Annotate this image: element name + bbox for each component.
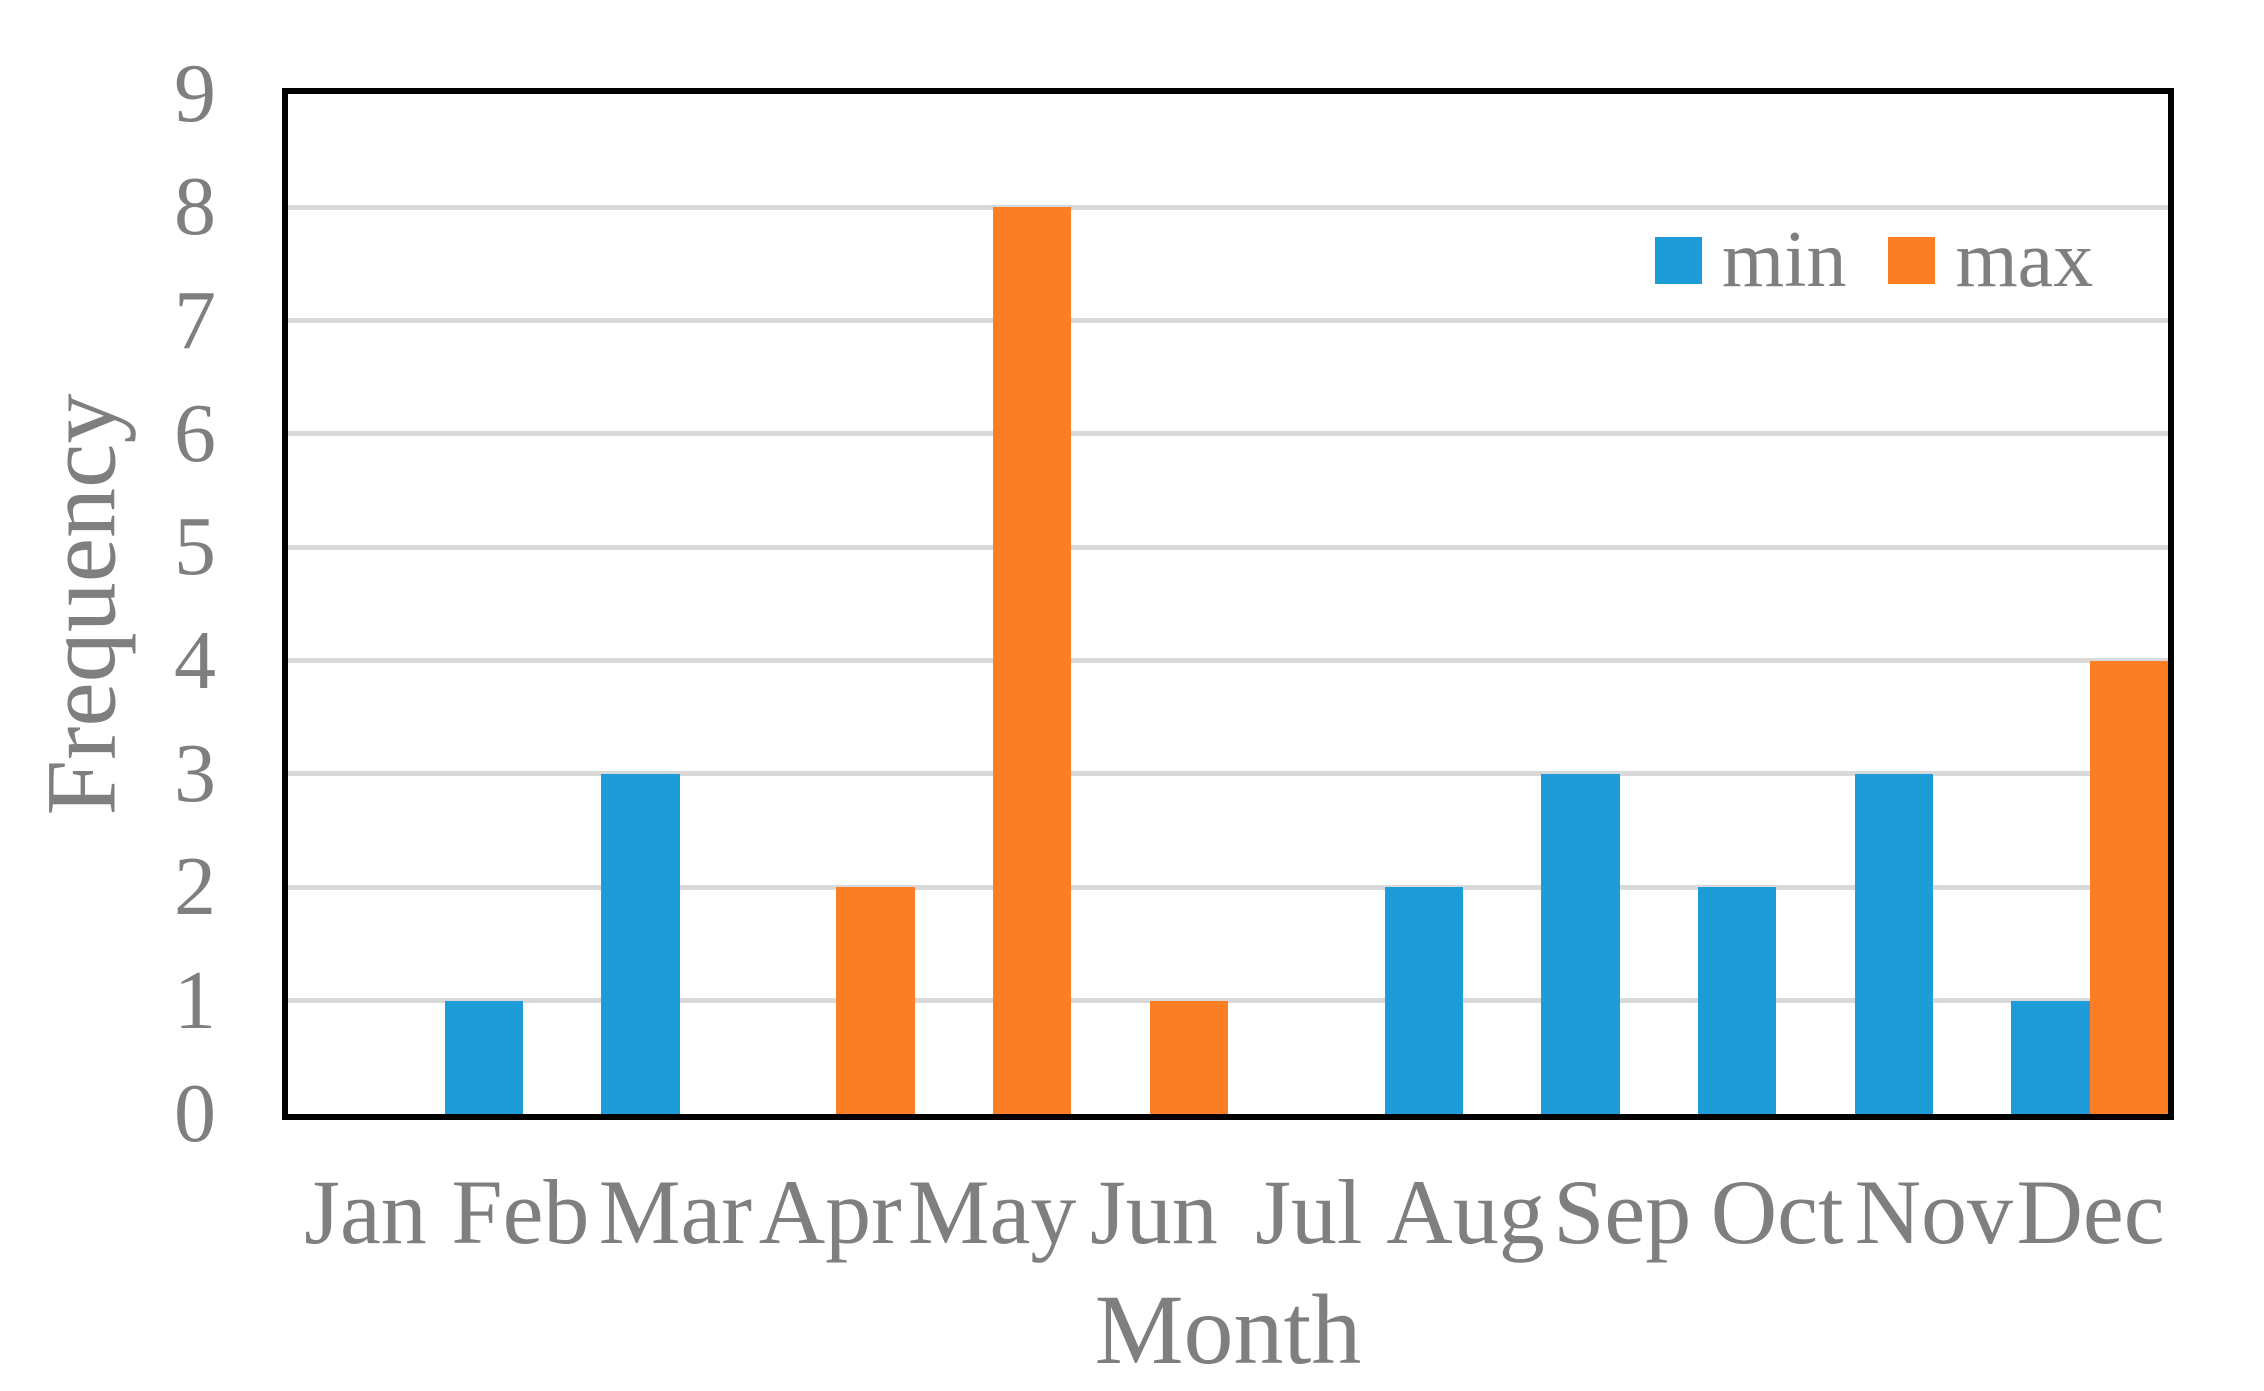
legend-swatch-max-icon <box>1888 236 1936 284</box>
bar-min-Feb <box>444 1000 523 1114</box>
bar-max-May <box>993 207 1072 1114</box>
x-axis-title: Month <box>1094 1274 1362 1385</box>
bar-min-Nov <box>1854 774 1933 1114</box>
x-axis-tick-labels: Jan Feb Mar Apr May Jun Jul Aug Sep Oct Nov Dec <box>288 1135 2168 1266</box>
x-tick-label: Jun <box>1089 1161 1218 1263</box>
bar-min-Aug <box>1384 887 1463 1114</box>
gridline <box>288 884 2168 890</box>
y-tick-label: 6 <box>174 387 216 480</box>
legend-item-max: max <box>1888 220 2093 300</box>
x-tick-label: Mar <box>598 1161 752 1263</box>
x-tick-label: Apr <box>758 1161 902 1263</box>
x-tick-label: Nov <box>1854 1161 2014 1263</box>
bar-min-Dec <box>2011 1000 2090 1114</box>
x-tick-label: Feb <box>451 1161 590 1263</box>
legend-label-min: min <box>1722 216 1847 304</box>
x-tick-label: Jul <box>1255 1161 1363 1263</box>
gridline <box>288 544 2168 550</box>
bar-max-Jun <box>1149 1000 1228 1114</box>
x-tick-label: Jan <box>304 1161 427 1263</box>
plot-area <box>282 88 2174 1120</box>
bar-max-Apr <box>836 887 915 1114</box>
y-tick-label: 0 <box>174 1067 216 1160</box>
y-tick-label: 1 <box>174 953 216 1047</box>
gridline <box>288 204 2168 210</box>
bar-min-Sep <box>1541 774 1620 1114</box>
legend: min max <box>1655 212 2093 308</box>
x-tick-label: Aug <box>1386 1161 1545 1263</box>
bar-min-Oct <box>1698 887 1777 1114</box>
y-tick-label: 8 <box>174 160 216 254</box>
gridline <box>288 318 2168 324</box>
legend-item-min: min <box>1655 220 1846 300</box>
gridline <box>288 998 2168 1004</box>
legend-swatch-min-icon <box>1655 236 1702 284</box>
bar-max-Dec <box>2089 660 2168 1114</box>
y-tick-label: 3 <box>174 727 216 820</box>
y-tick-label: 9 <box>174 47 216 140</box>
y-axis-tick-labels: 0 1 2 3 4 5 6 7 8 9 <box>0 47 250 1160</box>
gridline <box>288 771 2168 777</box>
y-tick-label: 5 <box>174 500 216 594</box>
x-tick-label: Oct <box>1710 1161 1844 1263</box>
x-tick-label: Sep <box>1553 1161 1692 1263</box>
y-tick-label: 2 <box>174 840 216 934</box>
bar-min-Mar <box>601 774 680 1114</box>
gridline <box>288 431 2168 437</box>
legend-label-max: max <box>1955 216 2094 304</box>
gridline <box>288 658 2168 664</box>
y-tick-label: 4 <box>174 613 216 707</box>
y-tick-label: 7 <box>174 273 216 367</box>
x-tick-label: May <box>907 1161 1077 1263</box>
x-tick-label: Dec <box>2016 1161 2165 1263</box>
